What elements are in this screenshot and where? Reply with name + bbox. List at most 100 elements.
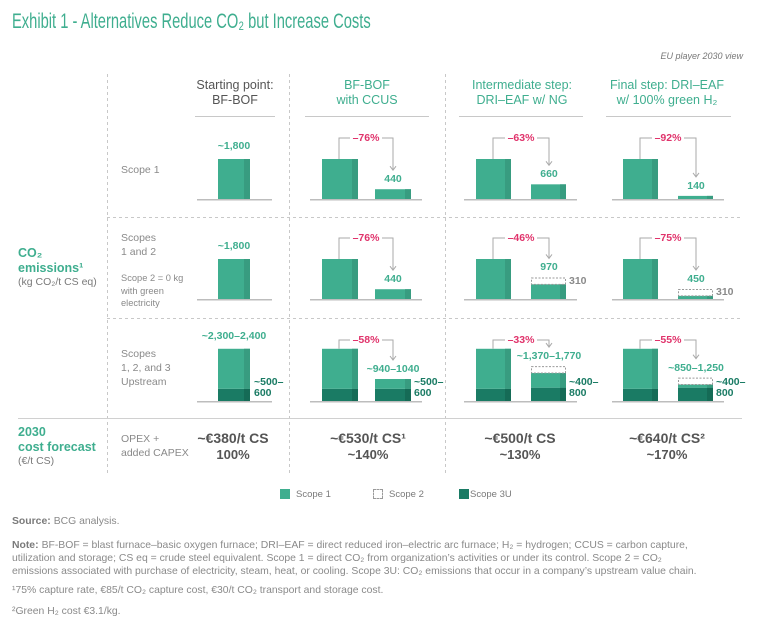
bar-row3-col4-alternative-scope3u-segment [678,387,713,401]
legend-label: Scope 2 [389,488,424,500]
bar-row1-col4-reference-scope1-segment-shade [652,159,658,199]
reduction-bracket-arrow [492,339,553,349]
reduction-percent-label: –75% [654,232,682,244]
row-label-line: Upstream [121,376,167,388]
footnote-2: ²Green H₂ cost €3.1/kg. [12,606,121,617]
reduction-percent-label: –33% [507,334,535,346]
bar-row3-col4-alternative-scope2-segment [678,377,713,386]
row-label-scopes-1-2-3: Scopes 1, 2, and 3 Upstream [121,347,171,389]
cost-amount: ~€380/t CS [197,430,269,446]
heading-line: Intermediate step: [471,78,573,92]
bar-row3-col3-alternative-scope1-segment [531,373,566,388]
column-heading-intermediate-step: Intermediate step: DRI–EAF w/ NG [447,78,597,108]
note-line: utilization and storage; CS eq = crude s… [12,553,662,564]
value-label: ~1,800 [217,240,251,252]
column-heading-bf-bof-ccus: BF-BOF with CCUS [292,78,442,108]
legend-label: Scope 3U [470,488,512,500]
source-label: Source: [12,516,51,527]
bar-row1-col3-alternative-scope1-segment [531,184,566,199]
row-label-line: added CAPEX [121,447,189,459]
cost-percent: 100% [216,447,250,462]
bar-row1-col3-reference-scope1-segment-shade [505,159,511,199]
bar-row2-col2-alternative-scope1-segment [375,289,411,299]
chart-title: Exhibit 1 - Alternatives Reduce CO₂ but … [12,10,371,33]
reduction-bracket-arrow [492,237,553,260]
reduction-bracket-arrow [639,137,700,178]
axis-title-line: cost forecast [18,439,96,454]
bar-row2-starting-point-scope1-segment-shade [244,259,250,299]
bar-row3-starting-point-scope3u-segment-shade [244,388,250,401]
bar-row3-col2-reference-scope3u-segment [322,388,358,401]
bar-row3-col4-reference-scope1-segment-shade [652,348,658,389]
footnote-1: ¹75% capture rate, €85/t CO₂ capture cos… [12,585,384,596]
heading-line: Starting point: [196,78,274,92]
row-note-line: with green [121,285,164,296]
scope2-label: 310 [716,286,734,299]
axis-title-line: CO₂ [18,245,43,260]
bar-row1-col2-alternative-scope1-segment-shade [405,189,411,199]
bar-row3-col3-alternative-scope2-segment [531,366,566,374]
cost-percent: ~130% [499,447,541,462]
reduction-percent-label: –55% [654,334,682,346]
row-label-scope-1: Scope 1 [121,163,160,177]
heading-line: DRI–EAF w/ NG [476,93,568,107]
bar-row3-col2-reference-scope3u-segment-shade [352,388,358,401]
heading-line: BF-BOF [212,93,258,107]
row-label-line: Scopes [121,232,157,244]
bar-row3-col2-reference-scope1-segment-shade [352,348,358,389]
scope3u-label: ~400–800 [569,376,599,399]
bar-row3-col3-alternative-scope3u-segment [531,387,566,401]
scope3u-label: ~500–600 [414,376,444,399]
value-label: 970 [540,261,558,274]
bar-row2-col3-alternative-scope2-segment [531,277,566,285]
note-line: emissions associated with purchase of el… [12,566,697,577]
reduction-percent-label: –46% [507,232,535,244]
row-label-line: Scope 1 [121,164,160,176]
legend-swatch-scope-1 [280,489,290,499]
bar-row2-col3-alternative-scope1-segment [531,284,566,299]
chart-subtitle: EU player 2030 view [660,51,743,61]
note-line: Note: BF-BOF = blast furnace–basic oxygen… [12,539,697,552]
cost-percent: ~140% [347,447,389,462]
bar-row3-col3-reference-scope3u-segment [476,388,511,401]
note-text: BF-BOF = blast furnace–basic oxygen furn… [41,540,688,551]
bar-row3-col2-alternative-scope3u-segment-shade [405,388,411,401]
note-block: Note: BF-BOF = blast furnace–basic oxygen… [12,539,697,578]
reduction-bracket-arrow [639,339,700,360]
value-label: ~1,370–1,770 [516,350,582,363]
value-label: 140 [687,179,705,192]
row-label-line: OPEX + [121,433,160,445]
bar-row3-col3-reference-scope3u-segment-shade [505,388,511,401]
value-label: ~940–1040 [366,363,420,375]
reduction-percent-label: –58% [352,334,380,346]
emissions-axis-title: CO₂ emissions¹ [18,246,83,276]
reduction-bracket-arrow [492,137,553,167]
bar-row3-col4-alternative-scope3u-segment-shade [707,387,713,401]
bar-row3-col4-reference-scope3u-segment-shade [652,388,658,401]
legend-swatch-scope-3u [459,489,469,499]
scope3u-label: ~500–600 [254,376,284,399]
legend-item-scope-3u: Scope 3U [459,487,512,501]
bar-row1-col2-reference-scope1-segment-shade [352,159,358,199]
heading-line: BF-BOF [344,78,390,92]
legend-label: Scope 1 [296,488,331,500]
axis-title-line: 2030 [18,424,46,439]
bar-row3-col4-reference-scope3u-segment [623,388,658,401]
bar-row3-col2-alternative-scope3u-segment [375,388,411,401]
source-line: Source: BCG analysis. [12,515,120,529]
row-label-line: Scopes [121,348,157,360]
cost-percent: ~170% [646,447,688,462]
cost-amount: ~€500/t CS [484,430,556,446]
row-note-line: electricity [121,298,160,308]
bar-row3-starting-point-scope1-segment-shade [244,348,250,389]
bar-row1-col3-alternative-scope1-segment-shade [560,184,566,199]
value-label: ~850–1,250 [668,361,724,374]
value-label: ~2,300–2,400 [201,329,267,342]
bar-row1-starting-point-scope1-segment-shade [244,159,250,199]
bar-row1-col4-alternative-scope1-segment [678,195,713,199]
reduction-bracket-arrow [639,237,700,271]
bar-row2-col3-reference-scope1-segment-shade [505,259,511,299]
bar-row3-col2-alternative-scope1-segment-shade [405,379,411,389]
emissions-axis-unit: (kg CO₂/t CS eq) [18,276,97,288]
